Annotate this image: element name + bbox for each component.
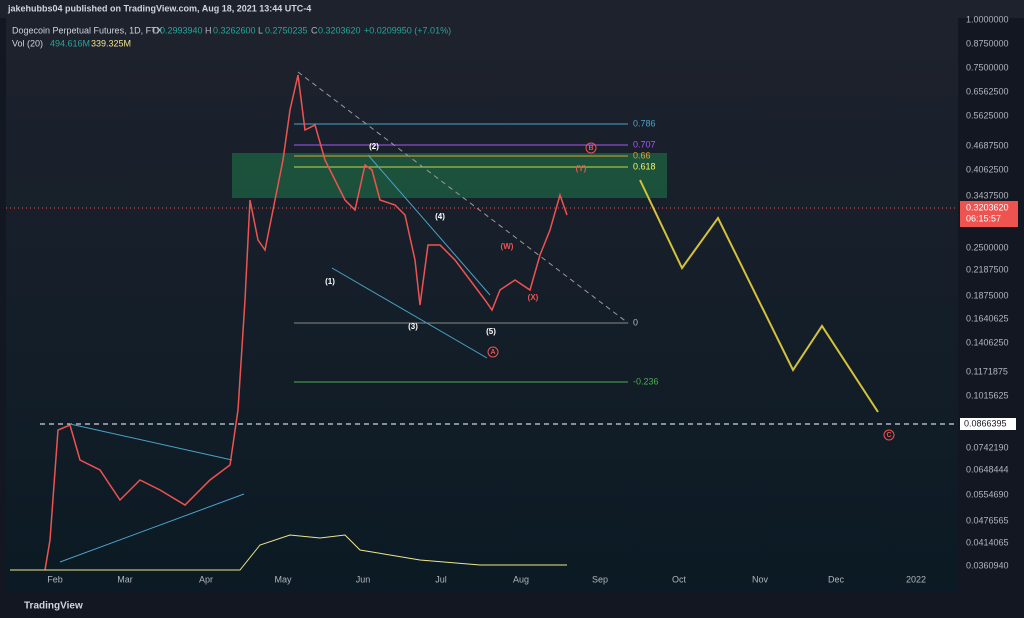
legend: Dogecoin Perpetual Futures, 1D, FTX O 0.…: [12, 25, 451, 48]
price-label: 0.5625000: [966, 110, 1009, 120]
brand: TradingView: [24, 601, 83, 612]
price-label: 0.4062500: [966, 164, 1009, 174]
wave-label: B: [588, 145, 593, 152]
fib-label: 0.618: [633, 161, 656, 171]
time-label: Dec: [828, 574, 845, 584]
fib-label: 0: [633, 317, 638, 327]
fib-label: 0.786: [633, 118, 656, 128]
open-label: O: [152, 25, 159, 35]
price-label: 0.0476565: [966, 515, 1009, 525]
close-label: C: [311, 25, 318, 35]
wave-label: (2): [369, 142, 379, 151]
trend-line: [69, 423, 233, 461]
time-label: Sep: [592, 574, 608, 584]
price-label: 0.2500000: [966, 242, 1009, 252]
low-label: L: [258, 25, 263, 35]
top-bar: [0, 0, 1024, 18]
footer: [0, 596, 1024, 618]
price-axis: [958, 18, 1024, 592]
price-label: 0.1015625: [966, 390, 1009, 400]
current-price-tag: [960, 201, 1018, 227]
wave-label: (W): [501, 242, 514, 251]
price-label: 0.6562500: [966, 86, 1009, 96]
time-label: Oct: [672, 574, 687, 584]
trend-line: [367, 154, 491, 296]
volume-ma-line: [10, 534, 567, 571]
change: +0.0209950 (+7.01%): [364, 25, 451, 35]
price-label: 0.1406250: [966, 337, 1009, 347]
trend-line: [297, 71, 629, 324]
price-label: 0.0742190: [966, 442, 1009, 452]
time-label: May: [274, 574, 292, 584]
time-label: Nov: [752, 574, 769, 584]
time-label: Mar: [117, 574, 133, 584]
volume-label: Vol (20): [12, 38, 43, 48]
time-label: Jun: [356, 574, 371, 584]
wave-label: C: [886, 432, 891, 439]
price-label: 0.0414065: [966, 537, 1009, 547]
time-label: Jul: [435, 574, 447, 584]
wave-circle: [883, 429, 895, 441]
price-label: 0.2187500: [966, 264, 1009, 274]
price-label: 0.8750000: [966, 38, 1009, 48]
wave-circle: [585, 142, 597, 154]
wave-label: A: [490, 349, 495, 356]
wave-circle: [487, 346, 499, 358]
time-label: Apr: [199, 574, 213, 584]
price-label: 0.1640625: [966, 313, 1009, 323]
current-price: 0.3203620: [966, 202, 1009, 212]
projection: [639, 179, 879, 413]
high: 0.3262600: [213, 25, 256, 35]
wave-label: (X): [528, 293, 539, 302]
close: 0.3203620: [318, 25, 361, 35]
wave-labels: (1) (2) (3) (4) (5) (W) (X) (Y) A B C: [325, 142, 895, 441]
price-label: 0.1875000: [966, 290, 1009, 300]
price-label: 0.0554690: [966, 489, 1009, 499]
low: 0.2750235: [265, 25, 308, 35]
wave-label: (4): [435, 212, 445, 221]
time-axis-labels: Feb Mar Apr May Jun Jul Aug Sep Oct Nov Dec 2022: [47, 574, 926, 584]
drawings: [6, 71, 958, 571]
high-label: H: [205, 25, 212, 35]
price-label: 0.1171875: [966, 366, 1008, 376]
price-axis-labels: 1.0000000 0.8750000 0.7500000 0.6562500 0.56…: [966, 14, 1009, 570]
trend-line: [59, 493, 245, 563]
fib-label: 0.66: [633, 150, 651, 160]
wave-label: (3): [408, 322, 418, 331]
time-label: 2022: [906, 574, 926, 584]
open: 0.2993940: [160, 25, 203, 35]
marker-price: 0.0866395: [964, 418, 1007, 428]
wave-label: (Y): [576, 164, 587, 173]
wave-label: (5): [486, 327, 496, 336]
volume: 494.616M: [50, 38, 90, 48]
trend-line: [331, 267, 488, 359]
marker-tag: [960, 418, 1016, 430]
price-label: 0.0360940: [966, 560, 1009, 570]
price-label: 0.3437500: [966, 190, 1009, 200]
zone-box: [232, 153, 667, 198]
symbol: Dogecoin Perpetual Futures, 1D, FTX: [12, 25, 163, 35]
plot-area: [6, 18, 958, 592]
time-label: Feb: [47, 574, 63, 584]
price-label: 0.7500000: [966, 62, 1009, 72]
countdown: 06:15:57: [966, 213, 1001, 223]
wave-label: (1): [325, 277, 335, 286]
fib-label: -0.236: [633, 376, 659, 386]
byline: jakehubbs04 published on TradingView.com…: [7, 3, 311, 13]
price-label: 0.0648444: [966, 464, 1009, 474]
time-label: Aug: [513, 574, 529, 584]
price-label: 0.4687500: [966, 140, 1009, 150]
fib-label: 0.707: [633, 139, 656, 149]
volume-ma: 339.325M: [91, 38, 131, 48]
price-label: 1.0000000: [966, 14, 1009, 24]
price-path: [44, 74, 568, 571]
